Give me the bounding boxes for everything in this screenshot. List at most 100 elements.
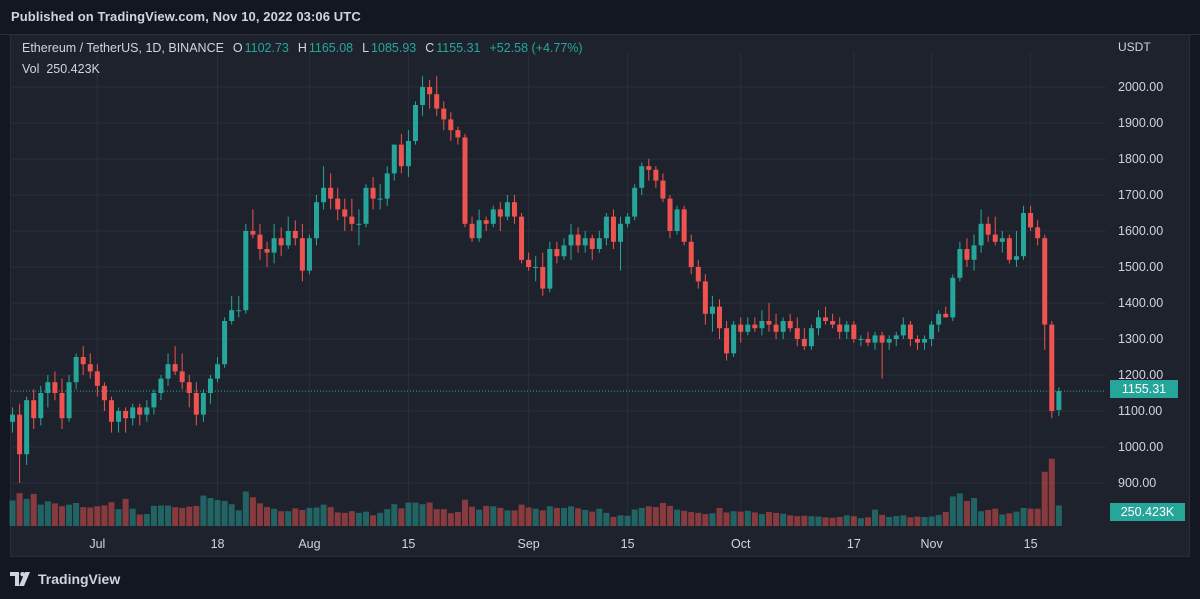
volume-bar xyxy=(568,506,575,526)
x-tick-label: 15 xyxy=(1024,537,1038,551)
legend-close-label: C xyxy=(425,41,435,55)
volume-bar xyxy=(716,507,723,526)
footer xyxy=(0,560,1200,599)
volume-bar xyxy=(829,517,836,526)
candle-body xyxy=(497,209,503,217)
candle-body xyxy=(405,141,411,167)
volume-bar xyxy=(157,505,164,526)
volume-bar xyxy=(405,502,412,526)
last-price-badge: 1155.31 xyxy=(1110,380,1178,398)
candle-body xyxy=(462,137,468,224)
candle-body xyxy=(780,321,786,332)
candle-body xyxy=(936,313,942,325)
currency-label[interactable]: USDT xyxy=(1118,40,1151,54)
candle-body xyxy=(589,238,595,249)
volume-bar xyxy=(942,512,949,526)
volume-bar xyxy=(603,512,610,526)
candle-body xyxy=(137,407,143,415)
volume-bar xyxy=(539,510,546,526)
candle-body xyxy=(575,234,581,246)
volume-bar xyxy=(737,511,744,526)
volume-bar xyxy=(702,514,709,526)
volume-bar xyxy=(935,514,942,526)
candle-body xyxy=(335,198,341,210)
candle-body xyxy=(342,209,348,217)
volume-bar xyxy=(200,495,207,526)
y-tick-label: 1800.00 xyxy=(1118,152,1163,166)
candle-body xyxy=(745,324,751,332)
candle-body xyxy=(427,87,433,95)
legend-change: +52.58 (+4.77%) xyxy=(489,41,583,55)
volume-bar xyxy=(822,517,829,526)
volume-bar xyxy=(320,504,327,526)
volume-bar xyxy=(758,514,765,526)
legend-vol-label[interactable]: Vol xyxy=(22,62,40,76)
candle-body xyxy=(844,324,850,332)
candle-body xyxy=(349,216,355,224)
candle-body xyxy=(306,238,312,271)
volume-bar xyxy=(667,505,674,526)
candle-body xyxy=(1006,238,1012,260)
volume-bar xyxy=(624,515,631,526)
volume-bar xyxy=(143,514,150,526)
candle-body xyxy=(992,234,998,242)
candle-body xyxy=(215,364,221,379)
volume-bar xyxy=(87,507,94,526)
volume-bar xyxy=(674,509,681,526)
candle-body xyxy=(391,144,397,174)
y-tick-label: 2000.00 xyxy=(1118,80,1163,94)
volume-bar xyxy=(582,509,589,526)
candle-body xyxy=(59,393,65,419)
legend-symbol[interactable]: Ethereum / TetherUS, 1D, BINANCE xyxy=(22,41,224,55)
volume-bar xyxy=(1041,471,1048,526)
y-tick-label: 1500.00 xyxy=(1118,260,1163,274)
candle-body xyxy=(957,249,963,278)
legend-open-value: 1102.73 xyxy=(244,41,289,55)
candle-body xyxy=(547,249,553,289)
legend-low-label: L xyxy=(362,41,370,55)
volume-bar xyxy=(518,504,525,526)
volume-bar xyxy=(398,508,405,526)
volume-bar xyxy=(560,507,567,526)
volume-bar xyxy=(497,507,504,526)
candle-body xyxy=(504,202,510,217)
tradingview-logo[interactable]: TradingView xyxy=(10,571,120,587)
volume-bar xyxy=(30,493,37,526)
y-tick-label: 1900.00 xyxy=(1118,116,1163,130)
candle-body xyxy=(363,187,369,224)
y-tick-label: 1200.00 xyxy=(1118,368,1163,382)
volume-bar xyxy=(836,516,843,526)
candle-body xyxy=(420,87,426,105)
candle-body xyxy=(236,310,242,312)
volume-bar xyxy=(850,516,857,526)
candle-body xyxy=(794,328,800,339)
candle-body xyxy=(922,339,928,343)
volume-bar xyxy=(907,517,914,526)
candle-body xyxy=(356,223,362,225)
candle-body xyxy=(660,180,666,199)
volume-bar xyxy=(638,507,645,526)
volume-bar xyxy=(221,500,228,526)
volume-bar xyxy=(857,518,864,526)
candle-body xyxy=(978,223,984,246)
volume-bar xyxy=(490,506,497,526)
candle-body xyxy=(681,209,687,242)
candle-body xyxy=(476,220,482,239)
volume-bar xyxy=(377,512,384,526)
volume-bar xyxy=(327,507,334,526)
candle-body xyxy=(207,378,213,393)
volume-bar xyxy=(73,502,80,526)
volume-bar xyxy=(744,510,751,526)
candle-body xyxy=(759,321,765,329)
volume-bar xyxy=(1013,511,1020,526)
tradingview-icon xyxy=(10,572,30,586)
volume-bar xyxy=(370,515,377,526)
volume-bar xyxy=(37,504,44,526)
candle-body xyxy=(653,169,659,181)
chart-panel[interactable] xyxy=(10,34,1190,557)
volume-bar xyxy=(553,507,560,526)
candle-body xyxy=(172,364,178,372)
x-tick-label: Jul xyxy=(89,537,105,551)
volume-bar xyxy=(101,505,108,526)
